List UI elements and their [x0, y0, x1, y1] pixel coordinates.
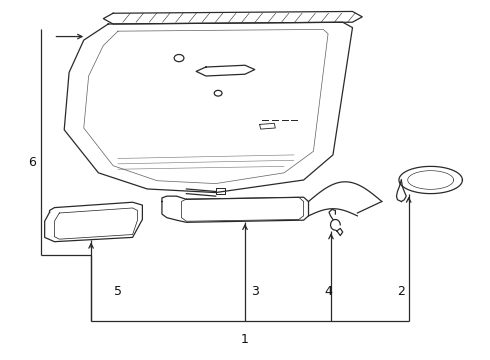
Text: 4: 4 [324, 285, 332, 298]
Text: 2: 2 [397, 285, 405, 298]
Text: 6: 6 [28, 156, 36, 168]
Text: 3: 3 [251, 285, 259, 298]
Text: 5: 5 [114, 285, 122, 298]
Text: 1: 1 [241, 333, 249, 346]
